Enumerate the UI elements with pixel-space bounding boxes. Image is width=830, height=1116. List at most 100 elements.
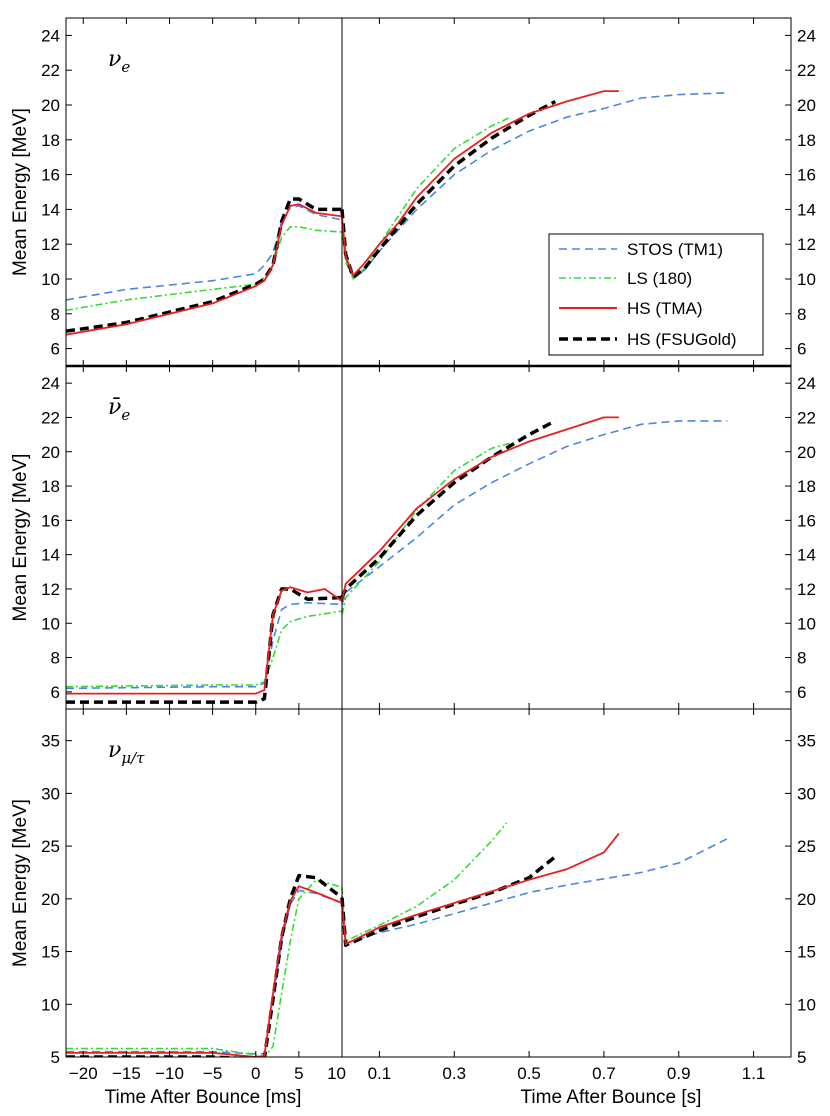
y-tick-label: 22: [797, 61, 816, 80]
y-tick-label: 15: [41, 943, 60, 962]
x-tick-label-right: 0.9: [667, 1064, 691, 1083]
x-axis-label-left: Time After Bounce [ms]: [105, 1087, 302, 1108]
panel-2-right-ls-180-line: [341, 442, 511, 615]
y-tick-label: 5: [51, 1048, 60, 1067]
y-tick-label: 20: [41, 443, 60, 462]
y-tick-label: 25: [41, 837, 60, 856]
panel-2-y-axis-label: Mean Energy [MeV]: [10, 454, 31, 622]
panel-1-y-axis-label: Mean Energy [MeV]: [10, 108, 31, 276]
y-tick-label: 24: [41, 374, 60, 393]
y-tick-label: 8: [51, 649, 60, 668]
panel-3-series: [66, 822, 728, 1057]
y-tick-label: 12: [797, 580, 816, 599]
y-tick-label: 14: [797, 546, 816, 565]
y-tick-label: 10: [41, 995, 60, 1014]
y-tick-label: 30: [41, 784, 60, 803]
panel-3-right-hs-tma-line: [341, 832, 620, 946]
x-tick-label-right: 0.1: [368, 1064, 392, 1083]
y-tick-label: 8: [797, 305, 806, 324]
panel-2-right-hs-fsugold-line: [340, 419, 557, 599]
x-tick-label-left: 0: [251, 1064, 260, 1083]
y-tick-label: 5: [797, 1048, 806, 1067]
x-tick-label-right: 0.3: [442, 1064, 466, 1083]
legend: STOS (TM1) LS (180) HS (TMA) HS (FSUGold…: [548, 233, 764, 356]
y-tick-label: 30: [797, 784, 816, 803]
panel-1-left-hs-tma-line: [66, 203, 343, 336]
x-tick-label-right: 0.5: [517, 1064, 541, 1083]
y-tick-label: 35: [41, 732, 60, 751]
x-tick-label-left: −5: [203, 1064, 222, 1083]
y-tick-label: 35: [797, 732, 816, 751]
y-tick-label: 10: [797, 614, 816, 633]
panel-1-series: [66, 90, 728, 336]
y-tick-label: 12: [797, 235, 816, 254]
x-tick-label-left: −15: [112, 1064, 141, 1083]
x-tick-label-right: 0.7: [592, 1064, 616, 1083]
x-tick-label-left: 10: [327, 1064, 346, 1083]
y-tick-label: 16: [41, 511, 60, 530]
y-tick-label: 16: [797, 511, 816, 530]
y-tick-label: 8: [51, 305, 60, 324]
y-tick-label: 12: [41, 580, 60, 599]
y-tick-label: 24: [797, 26, 816, 45]
y-tick-label: 6: [797, 340, 806, 359]
panel-1-title: νe: [108, 47, 130, 76]
y-tick-label: 8: [797, 649, 806, 668]
panel-2-left-stos-tm1-line: [66, 601, 343, 690]
x-tick-label-left: 5: [294, 1064, 303, 1083]
text-layer: Time After Bounce [ms] Time After Bounce…: [10, 26, 816, 1108]
legend-label-ls: LS (180): [627, 269, 692, 288]
panel-3-y-axis-label: Mean Energy [MeV]: [10, 799, 31, 967]
y-tick-label: 10: [797, 995, 816, 1014]
y-tick-label: 16: [41, 166, 60, 185]
panel-3-right-hs-fsugold-line: [340, 855, 557, 947]
y-tick-label: 14: [797, 200, 816, 219]
panel-2-right-hs-tma-line: [341, 416, 619, 602]
y-tick-label: 24: [41, 26, 60, 45]
x-tick-label-left: −20: [69, 1064, 98, 1083]
y-tick-label: 18: [797, 131, 816, 150]
y-tick-label: 6: [797, 683, 806, 702]
panel-1-left-ls-180-line: [66, 226, 343, 312]
y-tick-label: 22: [41, 61, 60, 80]
y-tick-label: 15: [797, 943, 816, 962]
panel-3-left-hs-fsugold-line: [66, 873, 344, 1057]
legend-label-hs-tma: HS (TMA): [627, 299, 703, 318]
panel-1-left-hs-fsugold-line: [66, 197, 342, 333]
panel-3-left-hs-tma-line: [66, 885, 343, 1057]
panel-2-series: [66, 416, 728, 704]
y-tick-label: 22: [797, 408, 816, 427]
x-tick-label-left: −10: [155, 1064, 184, 1083]
y-tick-label: 10: [41, 270, 60, 289]
y-tick-label: 14: [41, 200, 60, 219]
panel-2-title: ν̄e: [108, 395, 130, 424]
plot-layer: [66, 90, 728, 1057]
y-tick-label: 6: [51, 683, 60, 702]
y-tick-label: 16: [797, 166, 816, 185]
panel-1-left-stos-tm1-line: [66, 205, 343, 301]
panel-2-left-hs-tma-line: [66, 586, 343, 695]
y-tick-label: 12: [41, 235, 60, 254]
y-tick-label: 18: [797, 477, 816, 496]
y-tick-label: 18: [41, 477, 60, 496]
y-tick-label: 10: [41, 614, 60, 633]
y-tick-label: 20: [41, 890, 60, 909]
y-tick-label: 20: [41, 96, 60, 115]
y-tick-label: 20: [797, 443, 816, 462]
panel-3-title: νμ/τ: [108, 738, 145, 767]
legend-label-stos: STOS (TM1): [627, 240, 723, 259]
legend-box: [548, 233, 764, 356]
x-axis-label-right: Time After Bounce [s]: [521, 1087, 702, 1108]
y-tick-label: 18: [41, 131, 60, 150]
y-tick-label: 22: [41, 408, 60, 427]
y-tick-label: 20: [797, 96, 816, 115]
frame-layer: [65, 17, 792, 1058]
panel-2-left-ls-180-line: [66, 610, 343, 688]
y-tick-label: 20: [797, 890, 816, 909]
y-tick-label: 24: [797, 374, 816, 393]
legend-label-hs-fsugold: HS (FSUGold): [627, 330, 737, 349]
y-tick-label: 10: [797, 270, 816, 289]
panel-1-right-hs-tma-line: [341, 90, 619, 277]
